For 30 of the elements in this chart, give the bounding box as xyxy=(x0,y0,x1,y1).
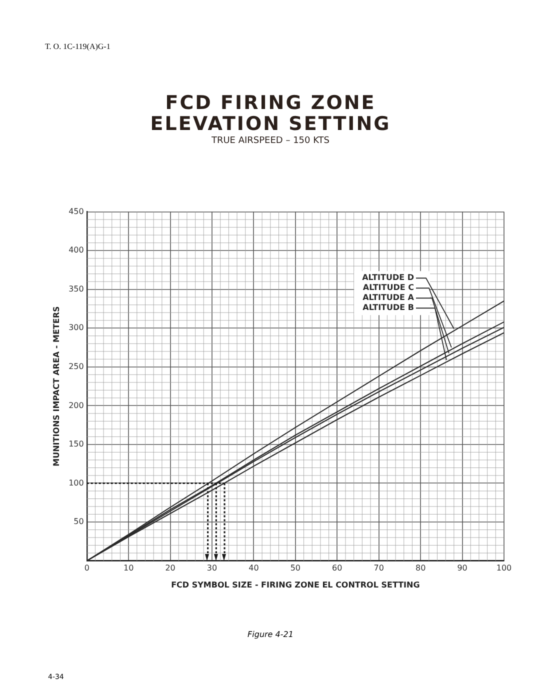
text: ALTITUDE A xyxy=(362,293,415,302)
text: ALTITUDE B xyxy=(362,303,414,312)
x-tick-label: 0 xyxy=(84,564,90,573)
y-tick-label: 350 xyxy=(68,284,84,294)
chart-subtitle: TRUE AIRSPEED – 150 KTS xyxy=(210,136,331,146)
x-tick-label: 70 xyxy=(374,564,384,573)
x-tick-label: 40 xyxy=(248,564,259,573)
x-tick-label: 20 xyxy=(165,564,176,573)
x-tick-label: 80 xyxy=(415,564,426,573)
y-tick-label: 450 xyxy=(68,206,84,216)
y-tick-label: 300 xyxy=(68,323,84,332)
y-tick-label: 400 xyxy=(68,246,84,255)
text: ALTITUDE D xyxy=(362,273,414,282)
x-tick-label: 60 xyxy=(332,564,342,573)
x-tick-label: 10 xyxy=(123,564,134,573)
chart-title: FCD FIRING ZONE ELEVATION SETTING xyxy=(149,92,392,135)
x-tick-label: 100 xyxy=(496,564,512,573)
y-tick-label: 150 xyxy=(68,440,84,449)
x-axis-title: FCD SYMBOL SIZE - FIRING ZONE EL CONTROL SETTING xyxy=(171,580,420,590)
text: ALTITUDE C xyxy=(362,283,414,292)
y-tick-label: 200 xyxy=(68,400,84,410)
y-tick-label: 50 xyxy=(74,517,84,526)
y-tick-label: 250 xyxy=(68,362,84,371)
y-axis-title: MUNITIONS IMPACT AREA - METERS xyxy=(52,306,61,466)
x-tick-label: 30 xyxy=(206,564,218,573)
x-tick-label: 90 xyxy=(457,564,468,573)
caption: Figure 4-21 xyxy=(246,630,294,639)
y-tick-label: 100 xyxy=(68,478,84,488)
x-tick-label: 50 xyxy=(290,564,301,573)
text: T. O. 1C-119(A)G-1 xyxy=(45,42,110,51)
